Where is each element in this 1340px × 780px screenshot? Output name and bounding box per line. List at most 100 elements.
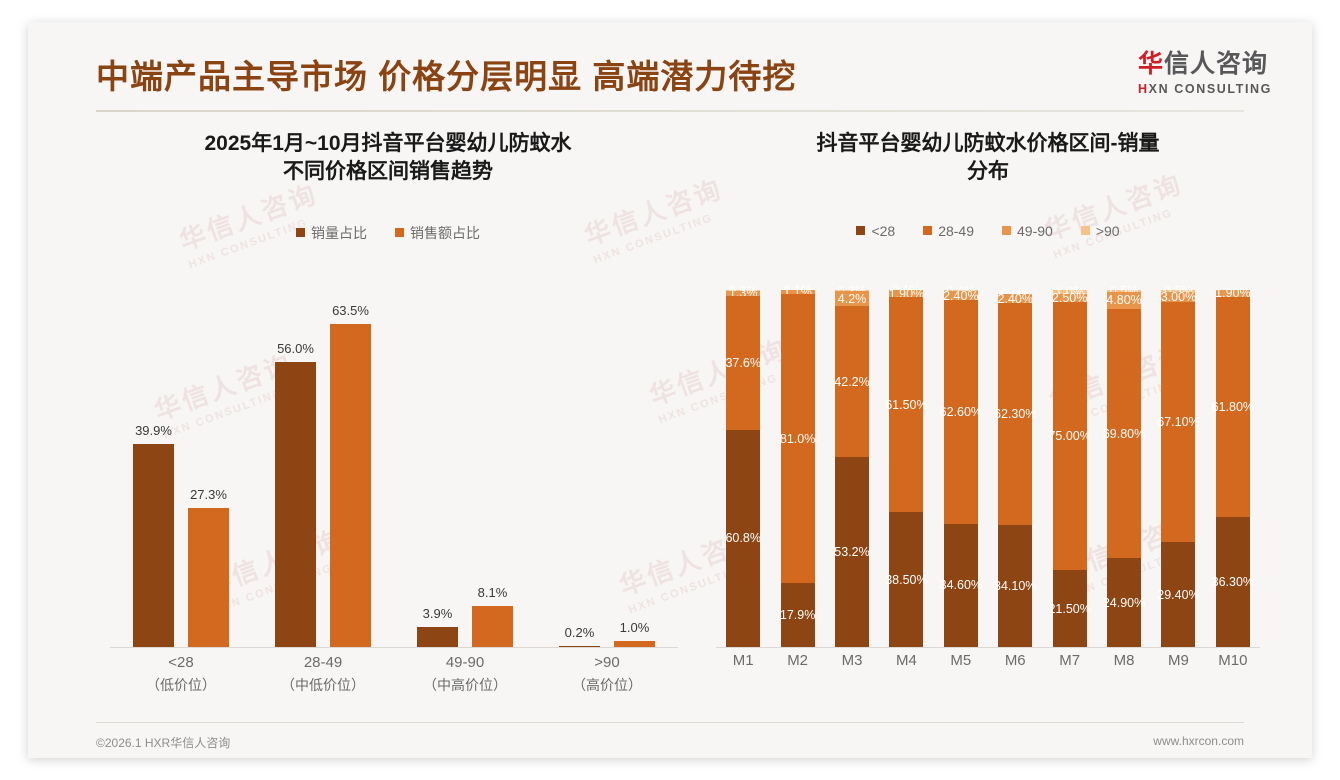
footer-copyright: ©2026.1 HXR华信人咨询 <box>96 736 231 750</box>
bar-volume-lt28[interactable] <box>133 444 174 647</box>
x-tick-gt90: >90 （高价位） <box>536 652 678 696</box>
right-chart-title: 抖音平台婴幼儿防蚊水价格区间-销量 分布 <box>758 130 1218 187</box>
segment-value-label: 4.80% <box>1106 293 1142 308</box>
stacked-column-m3: 0.3% 4.2% 42.2% 53.2% <box>825 284 879 647</box>
segment-value-label: 62.30% <box>994 407 1037 422</box>
bar-amount-49-90[interactable] <box>472 606 513 647</box>
segment-value-label: 34.60% <box>939 578 983 593</box>
segment-28-49[interactable]: 61.80% <box>1212 296 1254 518</box>
legend-label: 49-90 <box>1017 222 1053 239</box>
segment-value-label: 24.90% <box>1102 595 1146 610</box>
x-tick-label: <28 <box>168 654 194 671</box>
segment-49-90[interactable]: 1.90% <box>889 287 924 301</box>
bar-amount-gt90[interactable] <box>614 641 655 647</box>
legend-label: 销量占比 <box>311 224 367 241</box>
stacked-bar[interactable]: 0.5% 3.00% 67.10% 29.40% <box>1157 284 1200 647</box>
segment-value-label: 61.50% <box>885 397 928 412</box>
logo-en-rest: XN CONSULTING <box>1148 82 1272 96</box>
logo-chars-rest: 信人咨询 <box>1164 50 1269 78</box>
x-tick-lt28: <28 （低价位） <box>110 652 252 696</box>
segment-28-49[interactable]: 62.30% <box>994 302 1036 526</box>
stacked-bar[interactable]: 0.5% 4.80% 69.80% 24.90% <box>1103 284 1145 647</box>
bar-group-gt90: 0.2% 1.0% <box>536 290 678 647</box>
legend-item-gt90[interactable]: >90 <box>1080 222 1120 239</box>
legend-item-sales-volume[interactable]: 销量占比 <box>296 223 367 243</box>
segment-28-49[interactable]: 42.2% <box>834 306 870 457</box>
bar-volume-28-49[interactable] <box>275 362 316 647</box>
stacked-bar[interactable]: 0.4% 2.40% 62.60% 34.60% <box>940 284 982 647</box>
legend-item-49-90[interactable]: 49-90 <box>1002 223 1053 239</box>
segment-lt28[interactable]: 21.50% <box>1048 570 1091 647</box>
segment-49-90[interactable]: 1.90% <box>1215 286 1250 300</box>
bar-value-label: 27.3% <box>190 487 227 502</box>
x-tick-m1: M1 <box>732 652 754 669</box>
segment-value-label: 37.6% <box>725 355 761 370</box>
bar-amount-28-49[interactable] <box>330 324 371 647</box>
x-tick-m4: M4 <box>896 652 917 669</box>
stacked-bar[interactable]: 1.0% 2.50% 75.00% 21.50% <box>1048 285 1091 647</box>
bar-value-label: 0.2% <box>564 625 595 640</box>
segment-49-90[interactable]: 2.40% <box>998 292 1033 306</box>
stacked-bar[interactable]: 0.1% 1.1% 81.0% 17.9% <box>780 283 815 647</box>
stacked-bar[interactable]: 0.1% 1.90% 61.50% 38.50% <box>885 283 928 647</box>
segment-49-90[interactable]: 2.50% <box>1052 291 1087 305</box>
segment-28-49[interactable]: 81.0% <box>780 293 815 584</box>
stacked-column-m5: 0.4% 2.40% 62.60% 34.60% <box>934 284 988 647</box>
stacked-bar[interactable]: 0.3% 4.2% 42.2% 53.2% <box>834 284 870 647</box>
segment-lt28[interactable]: 60.8% <box>725 429 761 647</box>
bar-value-label: 1.0% <box>619 620 650 635</box>
segment-28-49[interactable]: 37.6% <box>725 295 761 430</box>
segment-value-label: 38.50% <box>885 572 928 587</box>
legend-label: 销售额占比 <box>410 224 480 241</box>
legend-label: 28-49 <box>938 222 974 239</box>
segment-value-label: 75.00% <box>1048 429 1091 444</box>
stacked-bar[interactable]: 0.0% 1.90% 61.80% 36.30% <box>1212 286 1254 647</box>
segment-49-90[interactable]: 4.2% <box>835 291 870 307</box>
segment-lt28[interactable]: 29.40% <box>1157 542 1200 647</box>
segment-49-90[interactable]: 3.00% <box>1160 290 1197 305</box>
segment-49-90[interactable]: 4.80% <box>1106 291 1142 309</box>
bar-volume-gt90[interactable] <box>559 646 600 647</box>
segment-49-90[interactable]: 2.40% <box>943 289 978 303</box>
legend-swatch-icon <box>1002 226 1011 236</box>
bar-volume-49-90[interactable] <box>417 627 458 647</box>
left-chart-title-line2: 不同价格区间销售趋势 <box>283 160 493 184</box>
x-tick-sublabel: （低价位） <box>146 676 216 693</box>
stacked-column-m7: 1.0% 2.50% 75.00% 21.50% <box>1042 285 1096 647</box>
bar-amount-lt28[interactable] <box>188 508 229 647</box>
segment-28-49[interactable]: 67.10% <box>1157 302 1200 543</box>
segment-lt28[interactable]: 53.2% <box>834 457 870 647</box>
stacked-bar[interactable]: 0.2% 2.40% 62.30% 34.10% <box>994 287 1036 647</box>
page-title: 中端产品主导市场 价格分层明显 高端潜力待挖 <box>96 58 797 95</box>
segment-28-49[interactable]: 75.00% <box>1048 302 1091 571</box>
bar-slot: 27.3% <box>188 290 229 647</box>
bar-group-28-49: 56.0% 63.5% <box>252 290 394 647</box>
segment-lt28[interactable]: 17.9% <box>780 583 815 647</box>
segment-lt28[interactable]: 38.50% <box>885 512 928 647</box>
bar-group-lt28: 39.9% 27.3% <box>110 290 252 647</box>
segment-value-label: 4.2% <box>837 291 867 306</box>
legend-item-28-49[interactable]: 28-49 <box>923 223 974 239</box>
segment-lt28[interactable]: 34.10% <box>994 525 1036 647</box>
bar-slot: 3.9% <box>417 290 458 647</box>
segment-28-49[interactable]: 69.80% <box>1103 308 1145 559</box>
grouped-bar-plot-area: 39.9% 27.3% 56.0% <box>110 290 678 648</box>
right-chart-panel: 抖音平台婴幼儿防蚊水价格区间-销量 分布 <28 28-49 49-90 >90 <box>708 130 1268 700</box>
segment-lt28[interactable]: 36.30% <box>1212 517 1254 647</box>
legend-item-lt28[interactable]: <28 <box>856 223 895 239</box>
segment-value-label: 3.00% <box>1160 290 1197 305</box>
stacked-bar[interactable]: 0.3% 1.3% 37.6% 60.8% <box>725 284 761 647</box>
x-tick-m3: M3 <box>841 652 863 669</box>
segment-value-label: 60.8% <box>725 531 761 546</box>
segment-28-49[interactable]: 62.60% <box>940 300 982 524</box>
segment-lt28[interactable]: 24.90% <box>1103 558 1145 647</box>
right-chart-title-line2: 分布 <box>967 160 1009 184</box>
footer-website[interactable]: www.hxrcon.com <box>1153 734 1244 748</box>
legend-item-sales-amount[interactable]: 销售额占比 <box>395 223 480 243</box>
segment-lt28[interactable]: 34.60% <box>940 523 982 647</box>
legend-swatch-icon <box>296 228 305 238</box>
x-tick-label: 28-49 <box>303 654 343 671</box>
segment-28-49[interactable]: 61.50% <box>885 297 928 513</box>
bar-slot: 39.9% <box>133 290 174 647</box>
legend-label: >90 <box>1095 222 1120 239</box>
